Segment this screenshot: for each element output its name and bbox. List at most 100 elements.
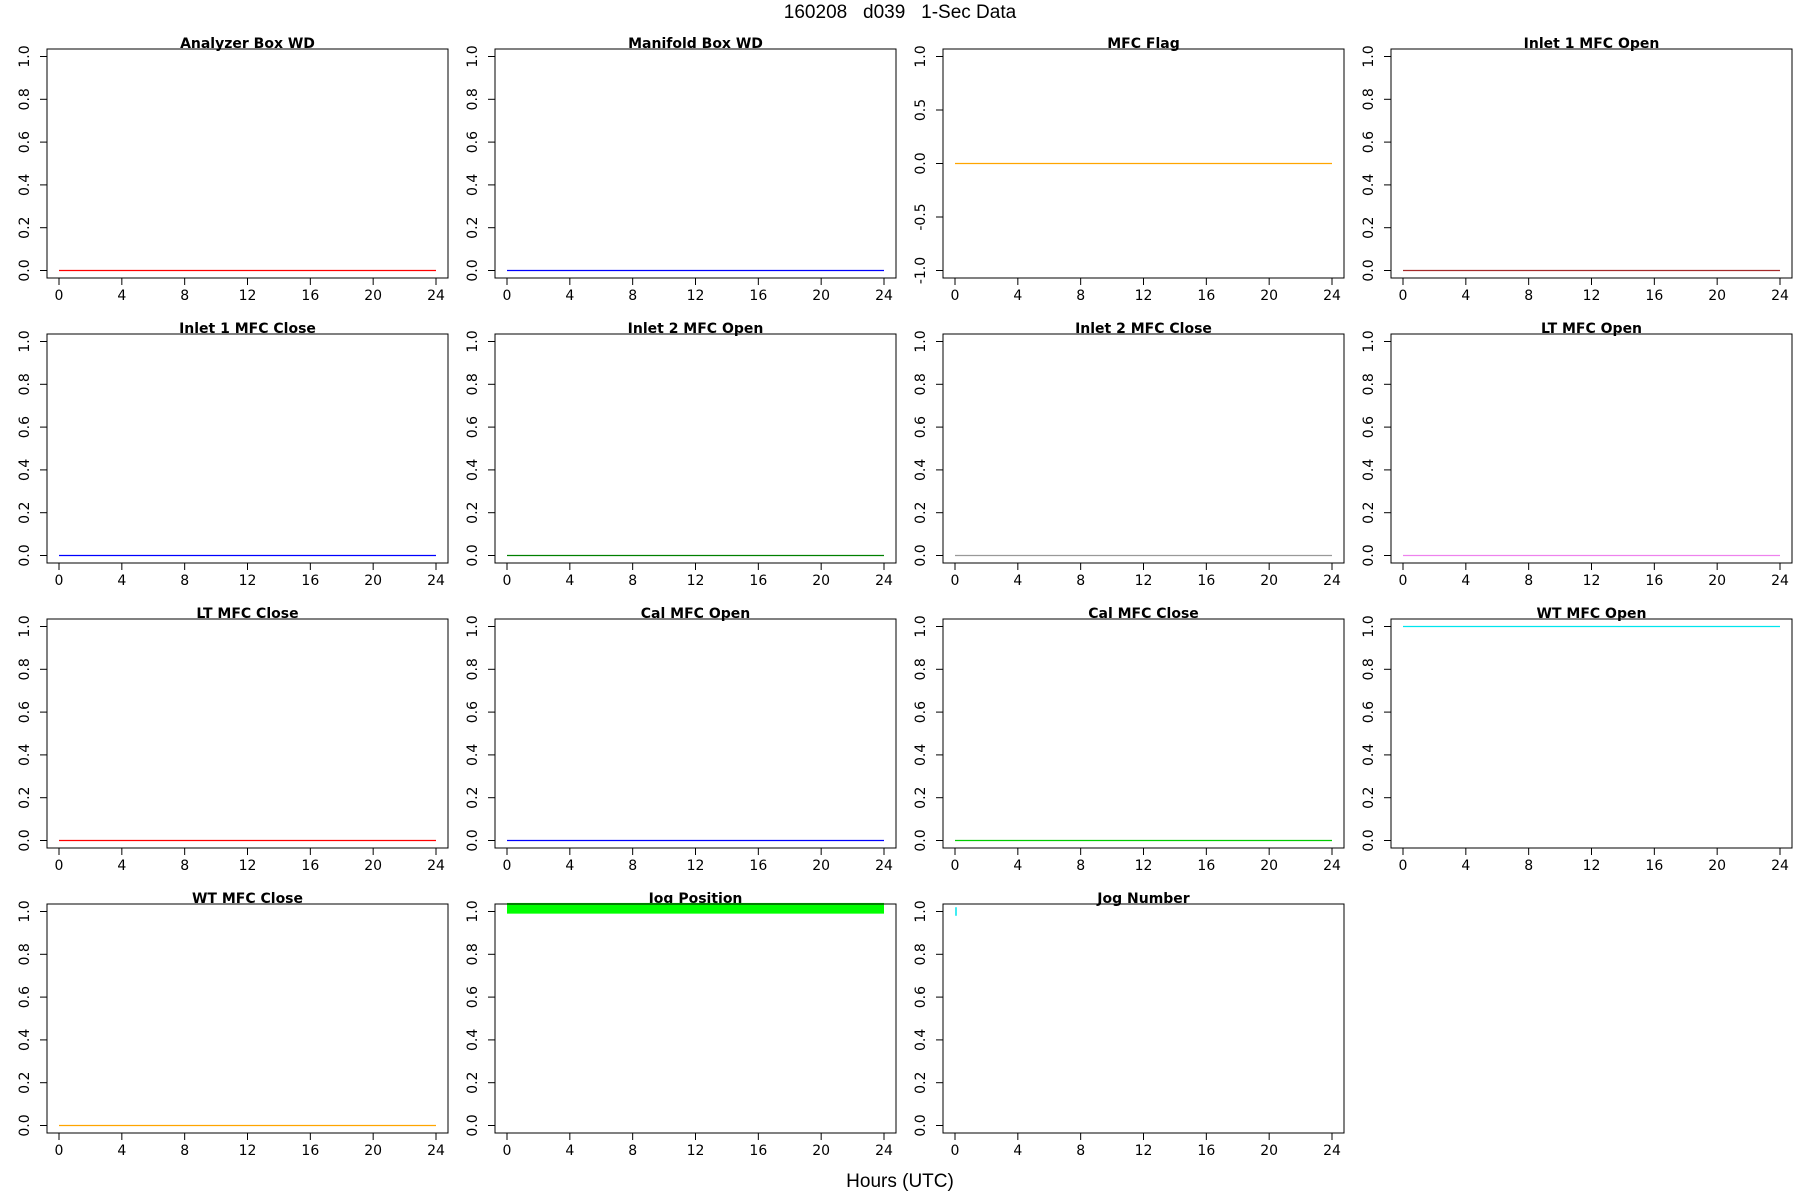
x-tick-label: 24: [1323, 1143, 1341, 1159]
x-tick-label: 20: [812, 288, 830, 304]
x-tick-label: 16: [1197, 288, 1215, 304]
x-tick-label: 20: [364, 1143, 382, 1159]
y-tick-label: 0.2: [1361, 502, 1377, 524]
x-tick-label: 0: [1399, 858, 1408, 874]
panel-11: Cal MFC Close 0 4 8 12 16 20 24 0.0 0.2 0.4 0.6 0.8 1…: [913, 606, 1345, 874]
x-tick-label: 0: [951, 858, 960, 874]
y-tick-label: 0.0: [913, 829, 929, 851]
y-tick-label: 0.2: [913, 502, 929, 524]
y-tick-label: 0.4: [465, 459, 481, 481]
x-tick-label: 20: [1708, 573, 1726, 589]
y-tick-label: 0.0: [17, 544, 33, 566]
x-tick-label: 8: [1076, 573, 1085, 589]
y-tick-label: 0.6: [1361, 131, 1377, 153]
x-tick-label: 8: [1076, 1143, 1085, 1159]
y-tick-label: 0.0: [465, 259, 481, 281]
x-tick-label: 12: [687, 1143, 705, 1159]
y-tick-label: 0.6: [465, 986, 481, 1008]
y-tick-label: 1.0: [465, 330, 481, 352]
x-tick-label: 8: [628, 1143, 637, 1159]
x-tick-label: 20: [1260, 858, 1278, 874]
y-tick-label: 0.2: [465, 217, 481, 239]
y-tick-label: 0.0: [465, 829, 481, 851]
y-tick-label: 0.2: [17, 502, 33, 524]
plot-frame: [494, 333, 897, 564]
x-tick-label: 4: [117, 1143, 126, 1159]
x-tick-label: 4: [1461, 573, 1470, 589]
x-tick-label: 16: [301, 573, 319, 589]
x-tick-label: 16: [749, 573, 767, 589]
x-tick-label: 12: [239, 1143, 257, 1159]
x-tick-label: 20: [1260, 1143, 1278, 1159]
x-tick-label: 4: [1461, 288, 1470, 304]
y-tick-label: 0.4: [465, 174, 481, 196]
y-tick-label: -1.0: [913, 257, 929, 284]
x-tick-label: 20: [364, 858, 382, 874]
x-tick-label: 12: [239, 573, 257, 589]
panel-3: MFC Flag 0 4 8 12 16 20 24 -1.0 -0.5 0.0 0.5 1.0: [913, 36, 1345, 304]
panel-title: Inlet 2 MFC Close: [1075, 321, 1212, 337]
x-tick-label: 16: [749, 288, 767, 304]
x-tick-label: 20: [364, 288, 382, 304]
y-tick-label: 1.0: [465, 615, 481, 637]
y-tick-label: 0.6: [17, 416, 33, 438]
y-tick-label: 1.0: [913, 900, 929, 922]
x-tick-label: 4: [1013, 858, 1022, 874]
y-tick-label: 0.0: [913, 1114, 929, 1136]
x-tick-label: 12: [239, 288, 257, 304]
y-tick-label: 0.8: [465, 373, 481, 395]
x-tick-label: 24: [1771, 288, 1789, 304]
y-tick-label: 0.4: [913, 744, 929, 766]
y-tick-label: 0.2: [465, 502, 481, 524]
x-tick-label: 8: [180, 288, 189, 304]
y-tick-label: 0.8: [17, 943, 33, 965]
y-tick-label: 1.0: [1361, 45, 1377, 67]
y-tick-label: 0.8: [913, 943, 929, 965]
y-tick-label: 0.8: [1361, 88, 1377, 110]
x-tick-label: 0: [55, 858, 64, 874]
y-tick-label: 0.8: [17, 658, 33, 680]
y-tick-label: 0.0: [17, 1114, 33, 1136]
panel-8: LT MFC Open 0 4 8 12 16 20 24 0.0 0.2 0.4 0.6 0.8 1.0: [1361, 321, 1793, 589]
panel-title: Cal MFC Close: [1088, 606, 1199, 622]
x-tick-label: 0: [503, 858, 512, 874]
y-tick-label: 0.4: [17, 459, 33, 481]
x-tick-label: 16: [1197, 573, 1215, 589]
y-tick-label: 0.8: [1361, 658, 1377, 680]
x-tick-label: 12: [687, 573, 705, 589]
x-tick-label: 8: [628, 573, 637, 589]
y-tick-label: 0.0: [465, 544, 481, 566]
y-tick-label: 0.2: [913, 1072, 929, 1094]
panel-title: Inlet 2 MFC Open: [628, 321, 764, 337]
x-tick-label: 20: [1260, 288, 1278, 304]
y-tick-label: 0.8: [17, 88, 33, 110]
plot-frame: [46, 618, 449, 849]
x-tick-label: 12: [1135, 858, 1153, 874]
y-tick-label: 0.0: [1361, 544, 1377, 566]
panel-title: Inlet 1 MFC Close: [179, 321, 316, 337]
x-tick-label: 24: [875, 573, 893, 589]
panel-13: WT MFC Close 0 4 8 12 16 20 24 0.0 0.2 0.4 0.6 0.8 1.…: [17, 891, 449, 1159]
x-tick-label: 8: [1076, 288, 1085, 304]
x-tick-label: 4: [1013, 1143, 1022, 1159]
plot-frame: [494, 618, 897, 849]
y-tick-label: 1.0: [913, 615, 929, 637]
x-tick-label: 8: [180, 858, 189, 874]
panel-4: Inlet 1 MFC Open 0 4 8 12 16 20 24 0.0 0.2 0.4 0.6 0…: [1361, 36, 1793, 304]
x-tick-label: 0: [951, 1143, 960, 1159]
x-tick-label: 12: [1583, 573, 1601, 589]
panel-7: Inlet 2 MFC Close 0 4 8 12 16 20 24 0.0 0.2 0.4 0.6…: [913, 321, 1345, 589]
y-tick-label: 0.2: [465, 1072, 481, 1094]
plot-frame: [1390, 618, 1793, 849]
x-tick-label: 0: [55, 288, 64, 304]
x-tick-label: 12: [687, 858, 705, 874]
panel-title: LT MFC Close: [196, 606, 298, 622]
y-tick-label: 0.2: [1361, 217, 1377, 239]
x-tick-label: 16: [749, 858, 767, 874]
y-tick-label: 0.6: [17, 701, 33, 723]
x-tick-label: 4: [117, 858, 126, 874]
x-tick-label: 4: [565, 288, 574, 304]
y-tick-label: 0.8: [1361, 373, 1377, 395]
x-tick-label: 16: [301, 288, 319, 304]
x-tick-label: 16: [1645, 858, 1663, 874]
